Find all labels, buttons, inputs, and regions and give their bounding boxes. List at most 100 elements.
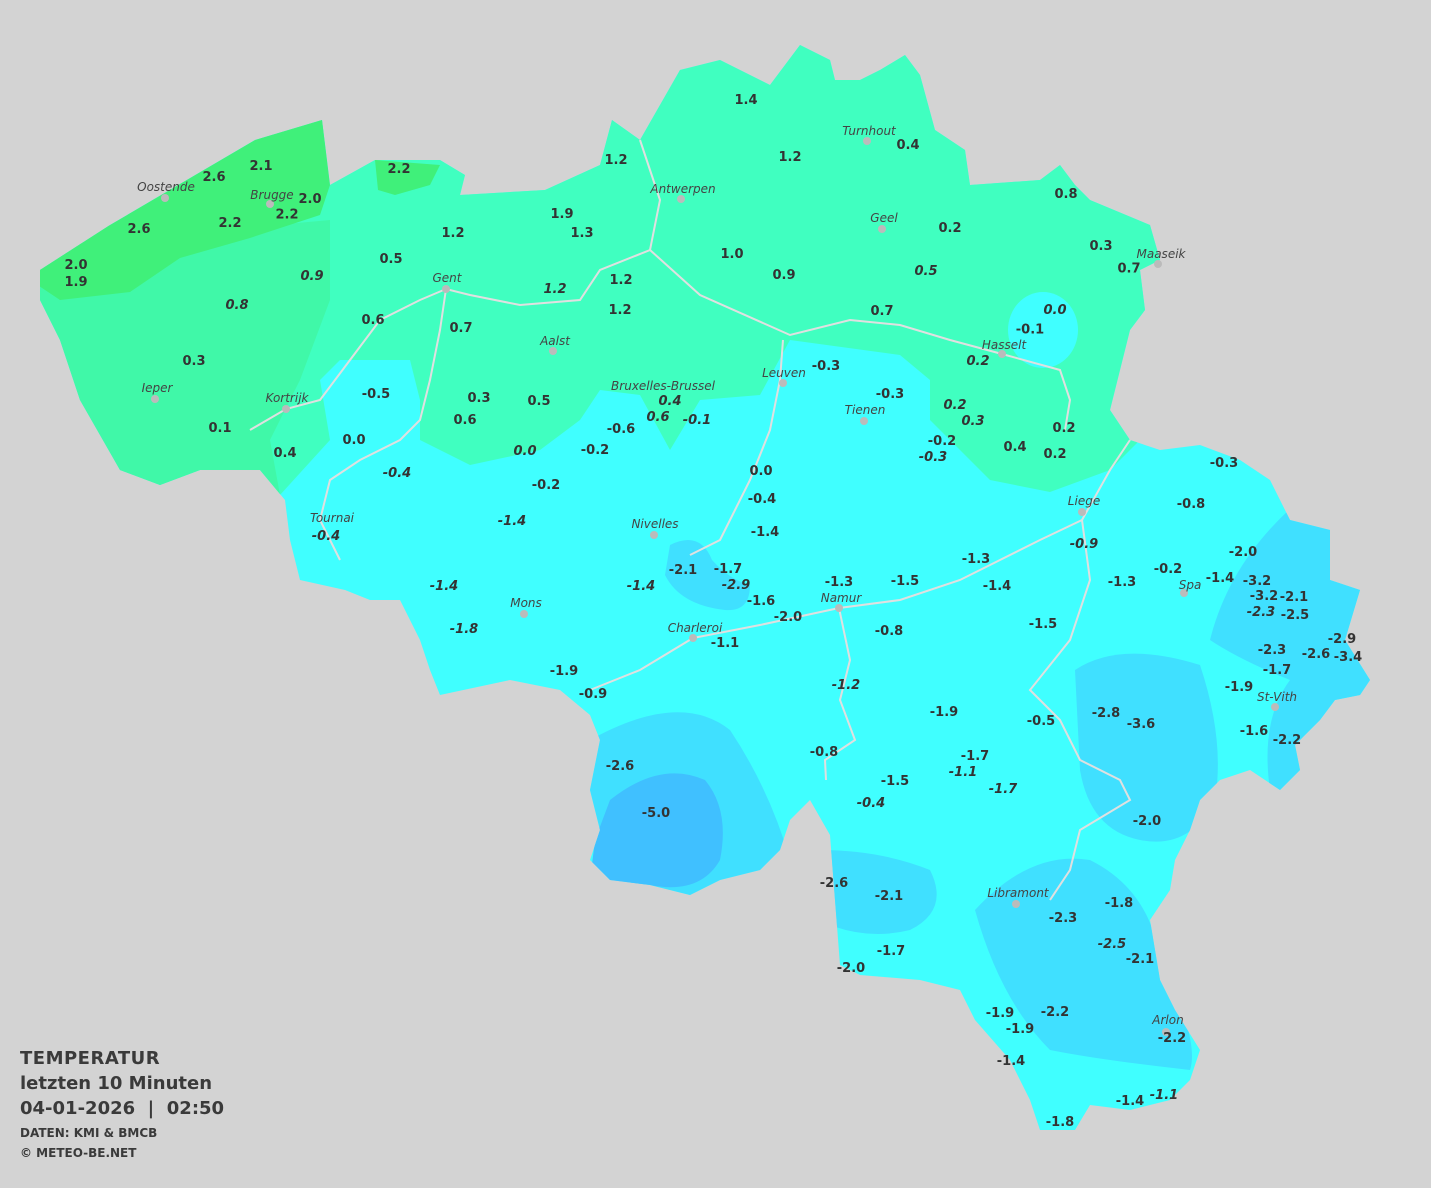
temperature-value: -1.8 (1105, 896, 1133, 911)
city-label: Maaseik (1137, 247, 1187, 261)
city-label: Ieper (142, 381, 174, 395)
temperature-value: 1.2 (609, 273, 632, 288)
city-label: Antwerpen (649, 182, 715, 196)
band-hasselt-cold (1008, 292, 1078, 368)
temperature-value: -3.4 (1334, 650, 1362, 665)
temperature-value: -2.0 (1133, 814, 1161, 829)
temperature-value: 0.0 (1043, 303, 1066, 318)
city-dot (863, 137, 871, 145)
temperature-value: -2.6 (820, 876, 848, 891)
temperature-value: -0.4 (748, 492, 776, 507)
temperature-value: -2.0 (1229, 545, 1257, 560)
temperature-value: -1.9 (1225, 680, 1253, 695)
temperature-value: 1.2 (778, 150, 801, 165)
temperature-value: 0.9 (300, 269, 323, 284)
band-2-to-3 (40, 118, 330, 300)
temperature-value: 2.0 (298, 192, 321, 207)
temperature-value: 0.0 (513, 444, 536, 459)
river-maas-sambre (589, 439, 1131, 691)
temperature-value: 0.2 (943, 398, 966, 413)
temperature-value: 0.5 (527, 394, 550, 409)
city-dot (650, 531, 658, 539)
temperature-value: -0.8 (810, 745, 838, 760)
temperature-value: 0.1 (208, 421, 231, 436)
temperature-value: 1.2 (608, 303, 631, 318)
temperature-value: -2.1 (1126, 952, 1154, 967)
city-label: Libramont (987, 886, 1050, 900)
city-label: Brugge (250, 188, 293, 202)
temperature-value: -1.8 (1046, 1115, 1074, 1130)
temperature-value: 0.2 (1052, 421, 1075, 436)
temperature-value: 1.0 (720, 247, 743, 262)
temperature-value: -1.3 (825, 575, 853, 590)
temperature-value: -1.7 (877, 944, 905, 959)
river-dijle (649, 249, 1072, 431)
city-dot (1271, 703, 1279, 711)
temperature-value: 0.3 (961, 414, 984, 429)
temperature-value: -0.9 (579, 687, 607, 702)
temperature-value: -1.6 (747, 594, 775, 609)
city-dot (161, 194, 169, 202)
temperature-value: 0.4 (1003, 440, 1026, 455)
city-dot (835, 604, 843, 612)
band-m6-to-m4 (590, 773, 723, 888)
temperature-value: -0.3 (876, 387, 904, 402)
temperature-value: -1.4 (498, 514, 526, 529)
temperature-value: 1.2 (604, 153, 627, 168)
city-label: Gent (433, 271, 463, 285)
temperature-value: -1.5 (891, 574, 919, 589)
temperature-value: 1.4 (734, 93, 757, 108)
temperature-value: -1.9 (1006, 1022, 1034, 1037)
temperature-value: -1.7 (961, 749, 989, 764)
temperature-value: 2.2 (218, 216, 241, 231)
city-label: Hasselt (982, 338, 1028, 352)
temperature-value: -2.9 (722, 578, 750, 593)
band-2-to-3-coast (375, 160, 440, 195)
temperature-value: -0.3 (919, 450, 947, 465)
temperature-value: 0.5 (379, 252, 402, 267)
temperature-value: -1.7 (714, 562, 742, 577)
temperature-value: -2.6 (606, 759, 634, 774)
temperature-value: 2.2 (387, 162, 410, 177)
temperature-value: -1.1 (711, 636, 739, 651)
legend: TEMPERATUR letzten 10 Minuten 04-01-2026… (20, 1046, 224, 1163)
temperature-value: -1.9 (550, 664, 578, 679)
temperature-value: -1.1 (1150, 1088, 1178, 1103)
temperature-value: -1.4 (430, 579, 458, 594)
city-label: Tienen (845, 403, 886, 417)
temperature-value: 0.0 (342, 433, 365, 448)
temperature-value: -2.1 (669, 563, 697, 578)
legend-source: DATEN: KMI & BMCB (20, 1126, 158, 1140)
city-dot (689, 634, 697, 642)
temperature-value: -2.6 (1302, 647, 1330, 662)
temperature-value: 0.3 (1089, 239, 1112, 254)
city-dot (1162, 1028, 1170, 1036)
temperature-value: -0.2 (581, 443, 609, 458)
temperature-value: -1.6 (1240, 724, 1268, 739)
temperature-value: -2.5 (1281, 608, 1309, 623)
temperature-values: 1.41.20.41.22.12.62.22.02.22.6 2.21.91.31… (64, 93, 1362, 1130)
temperature-value: 2.6 (202, 170, 225, 185)
temperature-value: -1.5 (881, 774, 909, 789)
temperature-value: 0.0 (749, 464, 772, 479)
legend-subtitle: letzten 10 Minuten (20, 1073, 213, 1094)
city-layer: Turnhout Antwerpen Oostende Brugge Geel Maase… (137, 124, 1297, 1036)
city-dot (878, 225, 886, 233)
band-m4-to-m2-nivelles (665, 540, 750, 611)
city-label: Liege (1068, 494, 1100, 508)
city-dot (1012, 900, 1020, 908)
temperature-value: 2.1 (249, 159, 272, 174)
temperature-value: -0.1 (1016, 323, 1044, 338)
city-label: Kortrijk (266, 391, 310, 405)
temperature-value: 0.3 (182, 354, 205, 369)
temperature-value: 1.2 (543, 282, 566, 297)
temperature-value: -1.9 (986, 1006, 1014, 1021)
temperature-value: -0.3 (1210, 456, 1238, 471)
temperature-value: -0.9 (1070, 537, 1098, 552)
city-label: Aalst (539, 334, 571, 348)
temperature-value: -2.9 (1328, 632, 1356, 647)
temperature-value: -1.4 (751, 525, 779, 540)
temperature-value: -3.6 (1127, 717, 1155, 732)
temperature-value: 0.4 (896, 138, 919, 153)
temperature-value: 0.5 (914, 264, 937, 279)
